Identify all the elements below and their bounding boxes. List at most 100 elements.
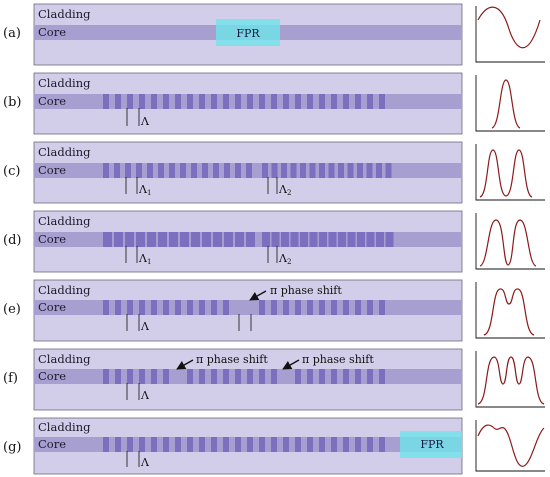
grating-bar (283, 94, 289, 109)
grating-bar (175, 437, 181, 452)
grating-bar (355, 94, 361, 109)
cladding-label: Cladding (38, 145, 91, 159)
grating-bar (376, 163, 382, 178)
grating-bar (379, 94, 385, 109)
grating-bar (151, 437, 157, 452)
grating-bar (127, 437, 133, 452)
spectrum-curve (483, 288, 535, 336)
grating-bar (357, 163, 363, 178)
grating-bar (367, 94, 373, 109)
grating-bar (281, 163, 287, 178)
grating-bar (163, 300, 169, 315)
grating-bar (151, 300, 157, 315)
core-label: Core (38, 25, 66, 39)
grating-bar (262, 232, 270, 247)
grating-bar (319, 94, 325, 109)
grating-bar (191, 232, 200, 247)
period-label: Λ (140, 320, 150, 333)
grating-bar (343, 300, 349, 315)
panel-e: (e) Cladding Core Λ π phase shift (3, 279, 548, 342)
grating-bar (300, 232, 308, 247)
spectrum-axes (475, 282, 545, 339)
panel-b: (b) Cladding Core Λ (3, 72, 548, 135)
grating-bar (281, 232, 289, 247)
core-label: Core (38, 232, 66, 246)
grating-bar (103, 437, 109, 452)
grating-bar (223, 437, 229, 452)
arrow-icon (282, 359, 300, 370)
grating-bar (224, 163, 230, 178)
panel-label: (a) (3, 26, 21, 41)
grating-bar (357, 232, 365, 247)
grating-bar (115, 94, 121, 109)
grating-bar (331, 94, 337, 109)
grating-bar (151, 369, 157, 384)
grating-bar (211, 300, 217, 315)
arrow-icon (249, 290, 267, 301)
grating-bar (295, 437, 301, 452)
cladding-label: Cladding (38, 420, 91, 434)
panel-f: (f) Cladding Core Λ π phase shift π phas… (3, 348, 548, 411)
core-label: Core (38, 300, 66, 314)
grating-bar (213, 232, 222, 247)
grating-bar (235, 437, 241, 452)
core-label: Core (38, 163, 66, 177)
spectrum-box (470, 280, 548, 341)
spectrum-axes (475, 420, 545, 472)
grating-bar (295, 369, 301, 384)
grating-bar (103, 232, 112, 247)
grating-bar (115, 437, 121, 452)
grating-bar (319, 163, 325, 178)
grating (103, 300, 385, 315)
spectrum-box (470, 73, 548, 134)
grating-bar (114, 163, 120, 178)
grating-bar (355, 437, 361, 452)
grating-bar (180, 232, 189, 247)
grating-bar (259, 369, 265, 384)
grating-bar (331, 369, 337, 384)
grating-bar (211, 369, 217, 384)
grating-bar (169, 232, 178, 247)
grating-bar (246, 232, 255, 247)
grating-bar (309, 232, 318, 247)
grating-bar (158, 232, 167, 247)
core-label: Core (38, 437, 66, 451)
fpr-label: FPR (420, 438, 444, 451)
grating-bar (355, 300, 361, 315)
spectrum-curve (479, 219, 537, 267)
cladding-label: Cladding (38, 352, 91, 366)
grating-bar (199, 437, 205, 452)
grating-bar (235, 94, 241, 109)
grating-bar (366, 232, 375, 247)
grating-bar (271, 94, 277, 109)
grating-bar (319, 232, 327, 247)
grating-bar (103, 94, 109, 109)
grating-bar (223, 369, 229, 384)
arrow-icon (176, 359, 194, 370)
period-1-subscript: 1 (147, 189, 151, 197)
grating-bar (136, 232, 145, 247)
spectrum-axes (475, 6, 545, 63)
grating-bar (355, 369, 361, 384)
panel-label: (c) (3, 164, 20, 179)
grating-bar (385, 163, 392, 178)
spectrum-box (470, 418, 548, 474)
grating-bar (125, 163, 131, 178)
grating-bar (290, 163, 297, 178)
grating-bar (307, 94, 313, 109)
grating-bar (139, 437, 145, 452)
panel-label: (b) (3, 95, 21, 110)
grating-bar (191, 163, 197, 178)
grating-bar (114, 232, 123, 247)
grating-bar (187, 94, 193, 109)
grating-bar (127, 369, 133, 384)
grating-bar (331, 437, 337, 452)
fpr-region (216, 19, 280, 46)
grating-bar (202, 163, 208, 178)
grating-bar (235, 163, 241, 178)
grating-bar (187, 437, 193, 452)
grating-bar (319, 437, 325, 452)
grating-bar (223, 300, 229, 315)
period-2-subscript: 2 (287, 189, 291, 197)
